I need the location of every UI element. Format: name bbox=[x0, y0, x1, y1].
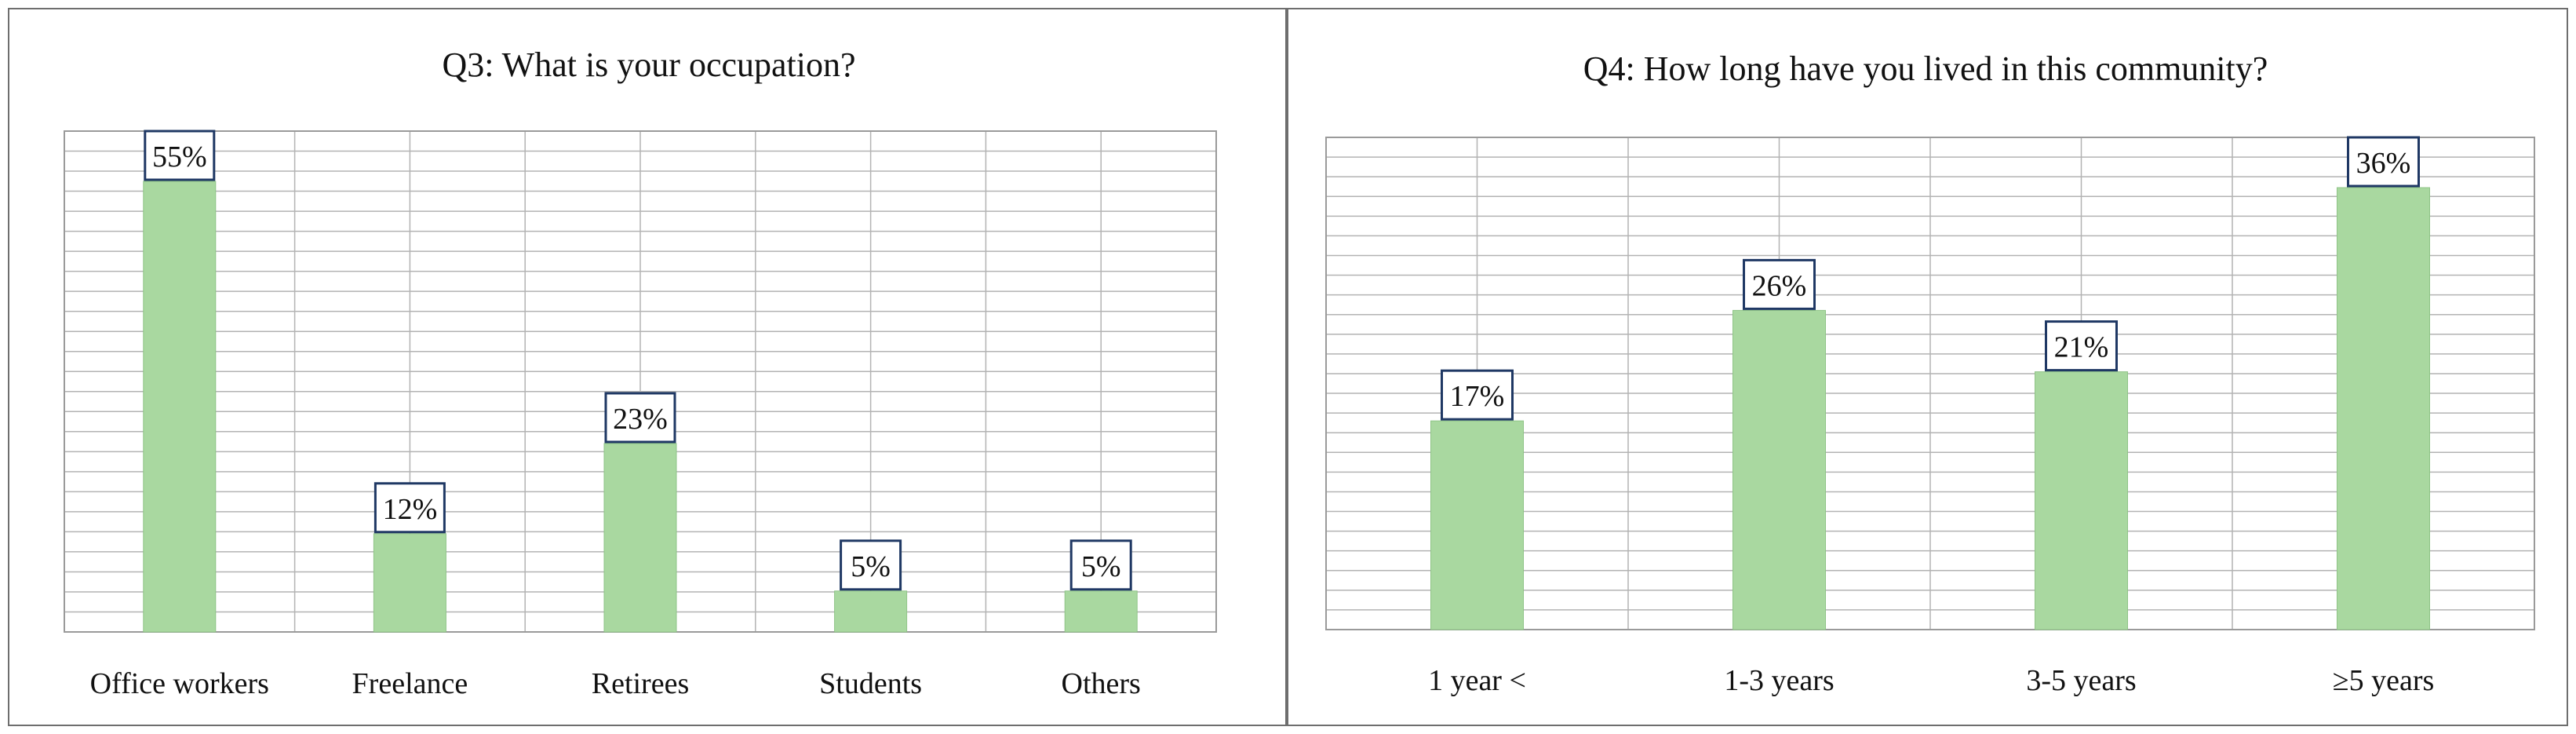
category-label: 3-5 years bbox=[2026, 664, 2136, 697]
data-label: 36% bbox=[2356, 147, 2411, 180]
data-label-box bbox=[2347, 136, 2420, 188]
bar bbox=[1733, 309, 1826, 630]
bar bbox=[834, 590, 908, 633]
residence-chart: Q4: How long have you lived in this comm… bbox=[1325, 49, 2535, 697]
data-label: 21% bbox=[2054, 331, 2109, 364]
data-label: 5% bbox=[851, 550, 891, 583]
chart-panel-residence: Q4: How long have you lived in this comm… bbox=[1287, 8, 2568, 726]
data-label: 55% bbox=[152, 141, 207, 173]
bar bbox=[373, 533, 446, 633]
data-label-box bbox=[840, 539, 902, 591]
category-label: 1 year < bbox=[1428, 664, 1526, 697]
chart-title: Q4: How long have you lived in this comm… bbox=[1583, 49, 2268, 88]
category-label: ≥5 years bbox=[2333, 664, 2435, 697]
data-label-box bbox=[1743, 258, 1816, 310]
category-label: Office workers bbox=[90, 667, 269, 700]
data-label-box bbox=[373, 482, 446, 534]
data-label: 12% bbox=[383, 493, 438, 526]
bar bbox=[2337, 187, 2430, 630]
data-label: 26% bbox=[1752, 269, 1807, 302]
category-label: 1-3 years bbox=[1724, 664, 1834, 697]
category-label: Others bbox=[1062, 667, 1141, 700]
bar bbox=[2035, 371, 2128, 630]
data-label-box bbox=[604, 392, 676, 444]
data-label-box bbox=[1069, 539, 1132, 591]
data-label-box bbox=[2045, 320, 2118, 372]
category-label: Students bbox=[819, 667, 922, 700]
bar bbox=[1064, 590, 1138, 633]
data-label: 23% bbox=[613, 403, 668, 436]
chart-panel-occupation: Q3: What is your occupation? 55% Office wo… bbox=[8, 8, 1287, 726]
data-label: 17% bbox=[1450, 380, 1505, 413]
plot-area bbox=[1325, 137, 2535, 630]
category-label: Retirees bbox=[592, 667, 690, 700]
data-label: 5% bbox=[1081, 550, 1121, 583]
data-label-box bbox=[144, 130, 216, 181]
data-label-box bbox=[1441, 369, 1514, 421]
bar bbox=[1430, 420, 1524, 630]
bar bbox=[603, 443, 677, 633]
occupation-chart: Q3: What is your occupation? 55% Office wo… bbox=[64, 46, 1217, 700]
bar bbox=[143, 181, 217, 633]
category-label: Freelance bbox=[352, 667, 468, 700]
chart-title: Q3: What is your occupation? bbox=[442, 46, 855, 84]
